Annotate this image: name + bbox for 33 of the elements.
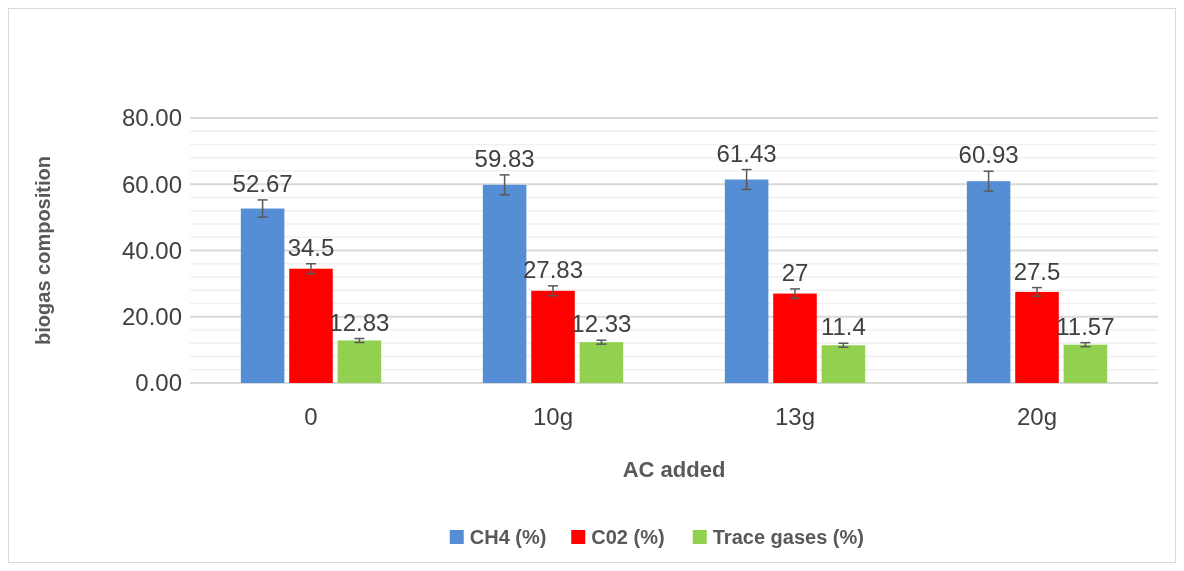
bar — [821, 345, 866, 383]
bar — [1015, 291, 1059, 383]
y-tick-label: 60.00 — [121, 170, 182, 198]
legend-label: Trace gases (%) — [712, 526, 864, 548]
data-label: 59.83 — [474, 144, 535, 172]
bar — [337, 340, 382, 383]
data-label: 60.93 — [958, 141, 1019, 169]
x-tick-label: 0 — [304, 403, 318, 430]
legend-label: CH4 (%) — [469, 526, 547, 548]
y-tick-label: 40.00 — [121, 236, 182, 264]
legend-label: C02 (%) — [591, 526, 665, 548]
bar — [773, 293, 817, 383]
data-label: 27 — [781, 258, 809, 286]
x-tick-label: 13g — [774, 403, 816, 430]
bar — [579, 342, 624, 383]
bar — [289, 268, 333, 383]
y-axis-title: biogas composition — [32, 156, 54, 345]
y-tick-label: 80.00 — [121, 104, 182, 132]
bar — [724, 179, 769, 383]
y-tick-label: 0.00 — [135, 369, 182, 397]
data-label: 52.67 — [232, 169, 293, 197]
bar — [531, 290, 575, 383]
x-tick-label: 20g — [1016, 403, 1058, 430]
data-label: 34.5 — [287, 233, 335, 261]
data-label: 61.43 — [716, 139, 777, 167]
bar — [966, 181, 1011, 383]
data-label: 27.5 — [1013, 257, 1061, 285]
y-tick-label: 20.00 — [121, 303, 182, 331]
data-label: 11.4 — [820, 313, 866, 341]
x-axis-title: AC added — [622, 457, 726, 482]
bar — [1063, 344, 1108, 383]
x-tick-label: 10g — [532, 403, 574, 430]
bar — [240, 208, 285, 383]
